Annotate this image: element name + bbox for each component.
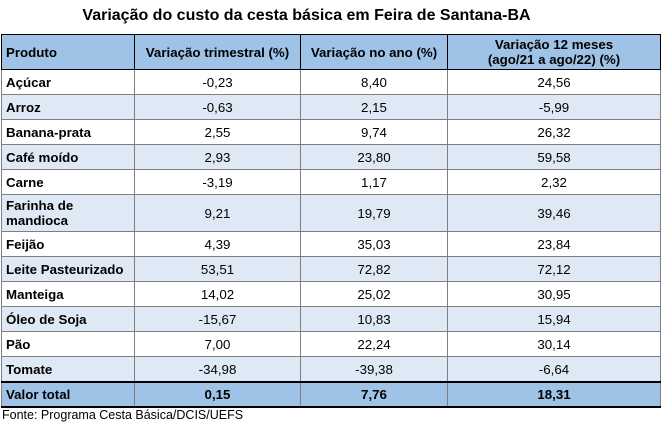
- cell-trimestral: 2,93: [134, 144, 301, 170]
- cell-trimestral: 2,55: [134, 119, 301, 145]
- cell-ano: 1,17: [300, 169, 448, 195]
- cell-produto: Arroz: [1, 94, 135, 120]
- cell-ano: -39,38: [300, 356, 448, 383]
- cell-ano: 8,40: [300, 69, 448, 95]
- cell-trimestral: 4,39: [134, 231, 301, 257]
- cell-produto: Feijão: [1, 231, 135, 257]
- cell-trimestral: 9,21: [134, 194, 301, 232]
- cell-ano: 22,24: [300, 331, 448, 357]
- table-row: Manteiga 14,02 25,02 30,95: [1, 281, 661, 307]
- total-label: Valor total: [1, 381, 135, 408]
- cell-trimestral: -0,63: [134, 94, 301, 120]
- cell-12-meses: -5,99: [447, 94, 661, 120]
- header-ano: Variação no ano (%): [300, 34, 448, 70]
- table-row: Pão 7,00 22,24 30,14: [1, 331, 661, 357]
- cell-produto: Banana-prata: [1, 119, 135, 145]
- total-12-meses: 18,31: [447, 381, 661, 408]
- table-title: Variação do custo da cesta básica em Fei…: [0, 7, 661, 25]
- table-row: Leite Pasteurizado 53,51 72,82 72,12: [1, 256, 661, 282]
- cell-produto: Açúcar: [1, 69, 135, 95]
- cell-produto: Pão: [1, 331, 135, 357]
- table-row: Farinha de mandioca 9,21 19,79 39,46: [1, 194, 661, 232]
- total-trimestral: 0,15: [134, 381, 301, 408]
- header-12-meses: Variação 12 meses (ago/21 a ago/22) (%): [447, 34, 661, 70]
- cell-trimestral: 14,02: [134, 281, 301, 307]
- cell-trimestral: -3,19: [134, 169, 301, 195]
- cell-12-meses: 30,14: [447, 331, 661, 357]
- cell-ano: 2,15: [300, 94, 448, 120]
- cell-produto: Café moído: [1, 144, 135, 170]
- header-produto: Produto: [1, 34, 135, 70]
- header-trimestral: Variação trimestral (%): [134, 34, 301, 70]
- table-row: Café moído 2,93 23,80 59,58: [1, 144, 661, 170]
- header-12-meses-line2: (ago/21 a ago/22) (%): [487, 52, 621, 67]
- source-note: Fonte: Programa Cesta Básica/DCIS/UEFS: [2, 408, 244, 422]
- table-row: Feijão 4,39 35,03 23,84: [1, 231, 661, 257]
- cell-12-meses: -6,64: [447, 356, 661, 383]
- table-row: Tomate -34,98 -39,38 -6,64: [1, 356, 661, 383]
- cell-trimestral: -15,67: [134, 306, 301, 332]
- cell-12-meses: 26,32: [447, 119, 661, 145]
- table-row: Banana-prata 2,55 9,74 26,32: [1, 119, 661, 145]
- total-ano: 7,76: [300, 381, 448, 408]
- cell-12-meses: 39,46: [447, 194, 661, 232]
- cell-produto: Óleo de Soja: [1, 306, 135, 332]
- cell-produto: Manteiga: [1, 281, 135, 307]
- cell-ano: 10,83: [300, 306, 448, 332]
- cell-12-meses: 24,56: [447, 69, 661, 95]
- cell-trimestral: 7,00: [134, 331, 301, 357]
- cell-12-meses: 23,84: [447, 231, 661, 257]
- cell-ano: 19,79: [300, 194, 448, 232]
- cell-trimestral: -0,23: [134, 69, 301, 95]
- cell-produto: Carne: [1, 169, 135, 195]
- cell-ano: 72,82: [300, 256, 448, 282]
- cell-produto-line1: Farinha de: [6, 198, 74, 213]
- table-title-text: Variação do custo da cesta básica em Fei…: [82, 7, 531, 24]
- table-row: Óleo de Soja -15,67 10,83 15,94: [1, 306, 661, 332]
- cell-12-meses: 30,95: [447, 281, 661, 307]
- cell-12-meses: 2,32: [447, 169, 661, 195]
- cell-produto: Leite Pasteurizado: [1, 256, 135, 282]
- header-12-meses-line1: Variação 12 meses: [494, 37, 614, 52]
- total-row: Valor total 0,15 7,76 18,31: [1, 381, 661, 408]
- cell-12-meses: 72,12: [447, 256, 661, 282]
- cell-ano: 9,74: [300, 119, 448, 145]
- cell-produto: Farinha de mandioca: [1, 194, 135, 232]
- cell-trimestral: 53,51: [134, 256, 301, 282]
- cell-ano: 25,02: [300, 281, 448, 307]
- cell-12-meses: 15,94: [447, 306, 661, 332]
- cell-produto-line2: mandioca: [6, 213, 69, 228]
- table-row: Arroz -0,63 2,15 -5,99: [1, 94, 661, 120]
- cell-trimestral: -34,98: [134, 356, 301, 383]
- cell-produto: Tomate: [1, 356, 135, 383]
- header-row: Produto Variação trimestral (%) Variação…: [1, 34, 661, 70]
- cell-ano: 23,80: [300, 144, 448, 170]
- cell-12-meses: 59,58: [447, 144, 661, 170]
- cell-ano: 35,03: [300, 231, 448, 257]
- table-row: Carne -3,19 1,17 2,32: [1, 169, 661, 195]
- price-variation-table: Produto Variação trimestral (%) Variação…: [1, 34, 661, 408]
- table-row: Açúcar -0,23 8,40 24,56: [1, 69, 661, 95]
